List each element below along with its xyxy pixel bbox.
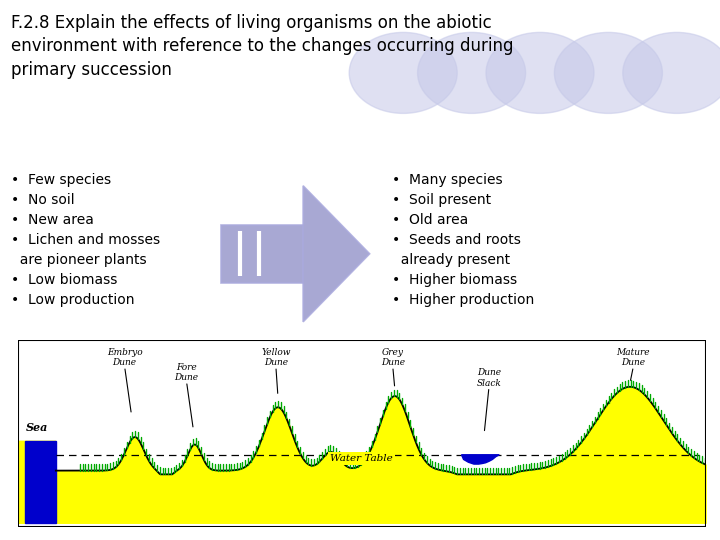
Text: Mature
Dune: Mature Dune: [616, 348, 650, 367]
Circle shape: [418, 32, 526, 113]
Text: F.2.8 Explain the effects of living organisms on the abiotic
environment with re: F.2.8 Explain the effects of living orga…: [11, 14, 513, 79]
Text: Grey
Dune: Grey Dune: [381, 348, 405, 367]
Polygon shape: [462, 455, 500, 464]
Text: •  Few species
•  No soil
•  New area
•  Lichen and mosses
  are pioneer plants
: • Few species • No soil • New area • Lic…: [11, 173, 160, 307]
Polygon shape: [303, 186, 369, 322]
Text: Sea: Sea: [26, 422, 48, 433]
Text: Dune
Slack: Dune Slack: [477, 368, 501, 388]
Circle shape: [486, 32, 594, 113]
Text: •  Many species
•  Soil present
•  Old area
•  Seeds and roots
  already present: • Many species • Soil present • Old area…: [392, 173, 535, 307]
Polygon shape: [25, 441, 56, 523]
Circle shape: [349, 32, 457, 113]
Circle shape: [623, 32, 720, 113]
Text: Yellow
Dune: Yellow Dune: [261, 348, 291, 367]
Text: Embryo
Dune: Embryo Dune: [107, 348, 143, 367]
Text: Fore
Dune: Fore Dune: [174, 362, 199, 382]
Text: Water Table: Water Table: [330, 454, 393, 463]
Circle shape: [554, 32, 662, 113]
Polygon shape: [221, 225, 303, 283]
